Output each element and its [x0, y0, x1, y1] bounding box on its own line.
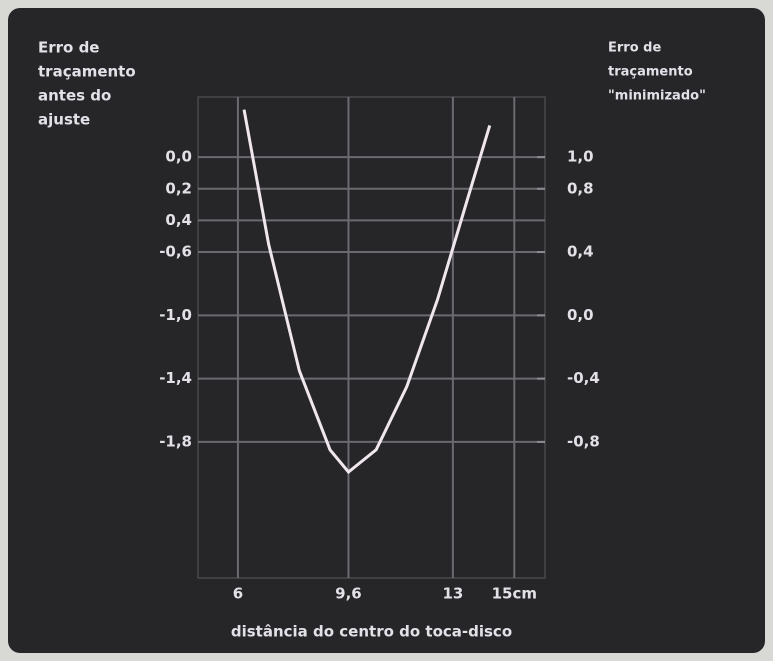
- x-tick-label: 6: [233, 585, 243, 603]
- y-tick-label: -0,6: [159, 243, 192, 261]
- y2-tick-label: 0,8: [567, 179, 594, 197]
- y-tick-label: 0,0: [165, 148, 192, 166]
- y2-axis-label: "minimizado": [608, 89, 706, 104]
- y-tick-label: -1,8: [159, 432, 192, 450]
- y2-axis-label: traçamento: [608, 65, 693, 80]
- y2-tick-label: 1,0: [567, 148, 594, 166]
- y-axis-label: ajuste: [38, 111, 90, 129]
- y-tick-label: 0,2: [165, 179, 192, 197]
- y2-tick-label: -0,8: [567, 432, 600, 450]
- y2-tick-label: 0,0: [567, 306, 594, 324]
- y-tick-label: -1,4: [159, 369, 192, 387]
- y-tick-label: 0,4: [165, 211, 192, 229]
- x-tick-label: 13: [442, 585, 463, 603]
- y2-tick-label: -0,4: [567, 369, 600, 387]
- y-tick-label: -1,0: [159, 306, 192, 324]
- x-axis-label: distância do centro do toca-disco: [231, 623, 512, 641]
- crt-screen: [8, 8, 765, 653]
- screen: Erro de traçamento antes do ajuste Erro de tr…: [0, 0, 773, 661]
- x-tick-label: 15cm: [492, 585, 537, 603]
- y2-tick-label: 0,4: [567, 243, 594, 261]
- x-tick-label: 9,6: [335, 585, 362, 603]
- chart: Erro de traçamento antes do ajuste Erro de tr…: [0, 0, 773, 661]
- y-axis-label: traçamento: [38, 63, 136, 81]
- y-axis-label: Erro de: [38, 39, 99, 57]
- y-axis-label: antes do: [38, 87, 111, 105]
- y2-axis-label: Erro de: [608, 41, 661, 56]
